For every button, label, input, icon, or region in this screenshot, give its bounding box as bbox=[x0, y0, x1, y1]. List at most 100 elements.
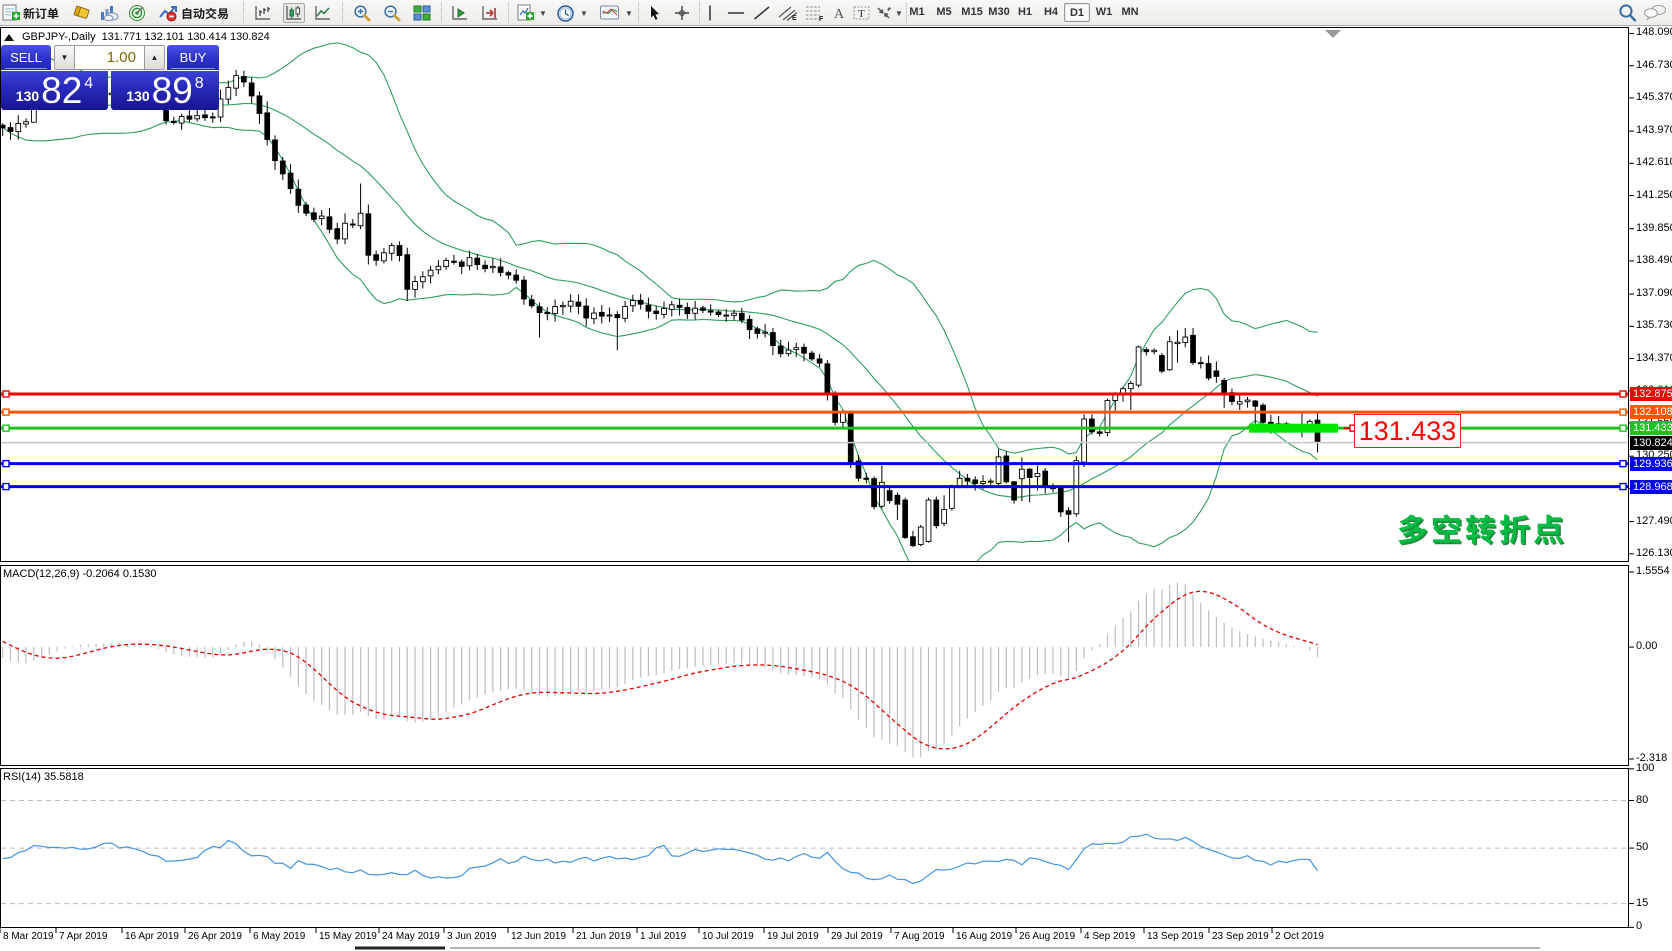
tile-windows-icon[interactable] bbox=[412, 3, 432, 23]
indicators-icon[interactable] bbox=[516, 3, 536, 23]
candle-body bbox=[832, 392, 839, 423]
candle-body bbox=[435, 265, 442, 271]
timeframe-M15[interactable]: M15 bbox=[961, 6, 983, 18]
sell-button[interactable]: SELL bbox=[1, 45, 51, 70]
candle-body bbox=[1127, 383, 1134, 390]
price-axis-label: 145.370 bbox=[1636, 90, 1672, 103]
svg-text:A: A bbox=[834, 7, 845, 22]
zoom-out-icon[interactable] bbox=[382, 3, 402, 23]
candle-body bbox=[886, 490, 893, 501]
candle-body bbox=[567, 300, 574, 307]
candle-body bbox=[987, 480, 994, 483]
candlestick-icon[interactable] bbox=[283, 3, 305, 23]
volume-decrease-button[interactable]: ▼ bbox=[54, 45, 75, 70]
candle-body bbox=[1089, 418, 1095, 433]
candle-body bbox=[209, 116, 216, 119]
indicators-caret[interactable]: ▼ bbox=[539, 8, 547, 18]
candle-body bbox=[489, 265, 496, 269]
candle-body bbox=[466, 257, 473, 267]
notebook-icon[interactable] bbox=[72, 3, 92, 23]
arrows-caret[interactable]: ▼ bbox=[895, 8, 903, 18]
hline-icon[interactable] bbox=[726, 3, 746, 23]
arrows-icon[interactable] bbox=[874, 3, 894, 23]
toolbar-separator bbox=[243, 3, 248, 23]
price-axis-label: 138.490 bbox=[1636, 253, 1672, 266]
signals-icon[interactable] bbox=[128, 3, 147, 23]
label-icon[interactable]: T bbox=[852, 3, 872, 23]
candle-body bbox=[622, 305, 628, 319]
templates-caret[interactable]: ▼ bbox=[625, 8, 633, 18]
candle-body bbox=[381, 252, 387, 262]
candle-body bbox=[777, 345, 784, 355]
price-badge-132.875: 132.875 bbox=[1630, 387, 1672, 401]
candle-body bbox=[194, 115, 201, 120]
zoom-in-icon[interactable] bbox=[352, 3, 372, 23]
rsi-axis-label: 50 bbox=[1636, 841, 1649, 854]
candle-body bbox=[171, 120, 177, 124]
volume-input[interactable]: 1.00 bbox=[75, 45, 144, 70]
cloud-chart-icon[interactable] bbox=[99, 3, 119, 23]
candle-body bbox=[528, 299, 535, 307]
cursor-icon[interactable] bbox=[646, 3, 664, 23]
date-label: 16 Aug 2019 bbox=[956, 931, 1013, 942]
new-order-icon[interactable] bbox=[2, 3, 21, 23]
candle-body bbox=[1081, 418, 1087, 463]
price-axis-label: 127.490 bbox=[1636, 514, 1672, 527]
periods-caret[interactable]: ▼ bbox=[580, 8, 588, 18]
volume-increase-button[interactable]: ▲ bbox=[144, 45, 165, 70]
timeframe-H4[interactable]: H4 bbox=[1043, 6, 1059, 18]
candle-body bbox=[1019, 468, 1025, 480]
timeframe-M30[interactable]: M30 bbox=[988, 6, 1010, 18]
timeframe-M1[interactable]: M1 bbox=[909, 6, 925, 18]
candle-body bbox=[482, 264, 488, 270]
templates-icon[interactable] bbox=[599, 3, 620, 23]
collapse-panel-icon[interactable] bbox=[4, 33, 14, 41]
bar-chart-icon[interactable] bbox=[253, 3, 273, 23]
line-chart-icon[interactable] bbox=[313, 3, 333, 23]
date-label: 26 Apr 2019 bbox=[188, 931, 242, 942]
one-click-trading-panel: SELL ▼ 1.00 ▲ BUY 130 82 4 130 89 8 bbox=[1, 45, 219, 110]
chat-icon[interactable] bbox=[1643, 3, 1667, 23]
search-icon[interactable] bbox=[1617, 3, 1638, 23]
timeframe-H1[interactable]: H1 bbox=[1017, 6, 1033, 18]
price-axis-label: 142.610 bbox=[1636, 156, 1672, 169]
candle-body bbox=[956, 477, 963, 487]
vline-icon[interactable] bbox=[702, 3, 718, 23]
chart-shift-icon[interactable] bbox=[480, 3, 500, 23]
auto-scroll-icon[interactable] bbox=[450, 3, 470, 23]
candle-body bbox=[279, 160, 286, 175]
candle-body bbox=[225, 87, 232, 100]
timeframe-D1[interactable]: D1 bbox=[1064, 3, 1090, 22]
trendline-icon[interactable] bbox=[752, 3, 772, 23]
new-order-button[interactable]: 新订单 bbox=[23, 4, 60, 22]
price-callout[interactable]: 131.433 bbox=[1354, 414, 1461, 448]
autotrade-button[interactable]: 自动交易 bbox=[181, 4, 230, 22]
sell-price[interactable]: 130 82 4 bbox=[1, 71, 108, 110]
candle-body bbox=[917, 526, 924, 546]
candle-body bbox=[1182, 336, 1189, 343]
candle-body bbox=[1151, 349, 1157, 353]
timeframe-W1[interactable]: W1 bbox=[1095, 6, 1113, 18]
timeframe-MN[interactable]: MN bbox=[1121, 6, 1139, 18]
hline-anchor bbox=[2, 408, 10, 416]
periods-icon[interactable] bbox=[556, 3, 576, 23]
channel-icon[interactable]: E bbox=[778, 3, 800, 23]
text-icon[interactable]: A bbox=[830, 3, 848, 23]
buy-price[interactable]: 130 89 8 bbox=[111, 71, 219, 110]
candle-body bbox=[451, 260, 457, 263]
crosshair-icon[interactable] bbox=[673, 3, 691, 23]
autotrade-icon[interactable] bbox=[158, 3, 178, 23]
timeframe-M5[interactable]: M5 bbox=[936, 6, 952, 18]
buy-button[interactable]: BUY bbox=[167, 45, 219, 70]
candle-body bbox=[692, 307, 698, 314]
rsi-axis-label: 80 bbox=[1636, 793, 1649, 806]
candle-body bbox=[583, 305, 590, 319]
date-label: 1 Jul 2019 bbox=[640, 931, 687, 942]
candle-body bbox=[396, 245, 403, 256]
fibonacci-icon[interactable]: F bbox=[804, 3, 826, 23]
candle-body bbox=[1236, 401, 1243, 405]
svg-text:E: E bbox=[792, 15, 797, 22]
candle-body bbox=[373, 254, 379, 261]
candle-body bbox=[1065, 510, 1072, 515]
